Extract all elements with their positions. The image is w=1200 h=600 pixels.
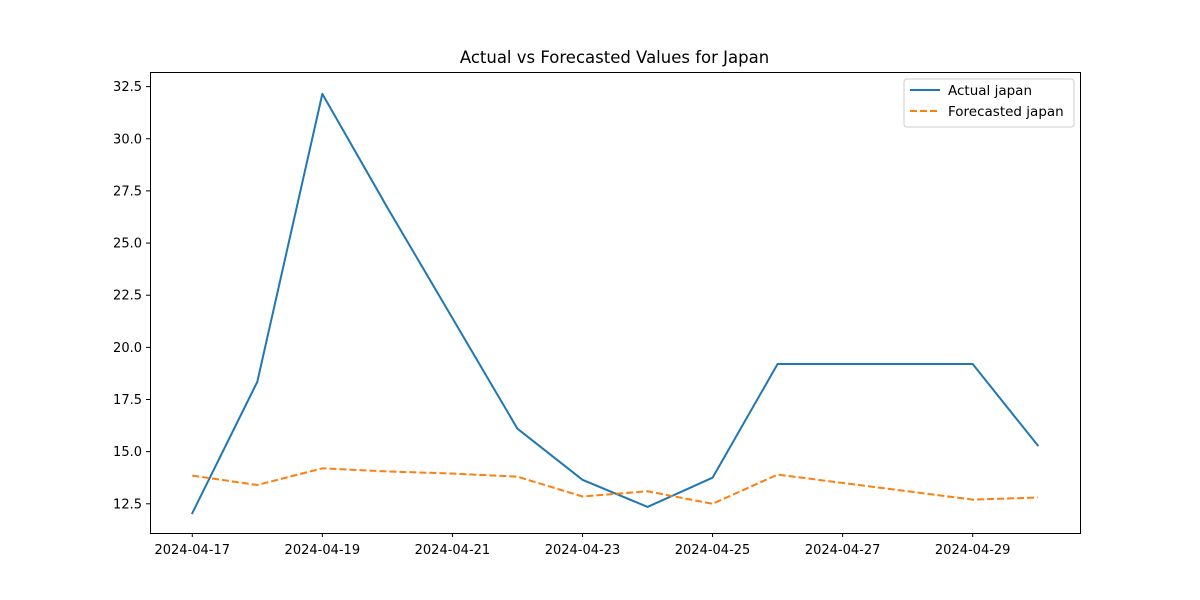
legend-label: Actual japan — [948, 83, 1032, 99]
series-line-forecasted — [192, 467, 1038, 505]
y-axis: 12.5 15.0 17.5 20.0 22.5 25.0 27.5 30.0 32.5 — [113, 80, 150, 512]
y-tick-label: 15.0 — [113, 445, 142, 460]
x-tick-label: 2024-04-21 — [415, 543, 491, 558]
legend-label: Forecasted japan — [948, 104, 1064, 120]
y-tick-label: 20.0 — [113, 341, 142, 356]
plot-area — [190, 92, 1040, 515]
y-tick-label: 17.5 — [113, 393, 142, 408]
x-axis: 2024-04-17 2024-04-19 2024-04-21 2024-04-23… — [154, 533, 1010, 558]
y-tick-label: 22.5 — [113, 289, 142, 304]
y-tick-label: 27.5 — [113, 184, 142, 199]
x-tick-label: 2024-04-23 — [545, 543, 621, 558]
y-tick-label: 12.5 — [113, 497, 142, 512]
series-line-actual — [190, 92, 1040, 515]
y-tick-label: 25.0 — [113, 237, 142, 252]
x-tick-label: 2024-04-19 — [285, 543, 361, 558]
x-tick-label: 2024-04-27 — [805, 543, 881, 558]
x-tick-label: 2024-04-29 — [935, 543, 1011, 558]
x-tick-label: 2024-04-25 — [675, 543, 751, 558]
y-tick-label: 32.5 — [113, 80, 142, 95]
y-tick-label: 30.0 — [113, 132, 142, 147]
legend: Actual japan Forecasted japan — [903, 78, 1075, 128]
x-tick-label: 2024-04-17 — [154, 543, 230, 558]
legend-box — [903, 78, 1075, 128]
chart-title: Actual vs Forecasted Values for Japan — [460, 48, 769, 67]
plot-frame — [150, 72, 1081, 534]
